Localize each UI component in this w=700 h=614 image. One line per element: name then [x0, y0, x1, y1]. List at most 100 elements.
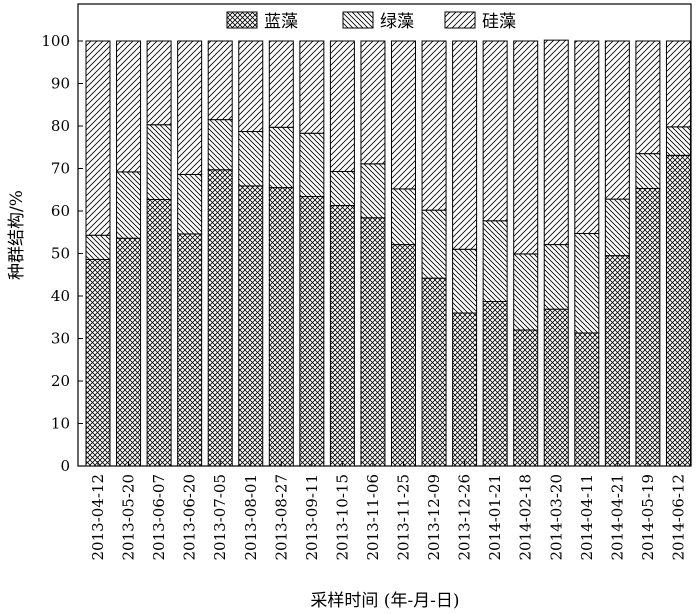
x-tick-label: 2013-12-09: [425, 474, 443, 560]
bar-segment: [513, 329, 539, 467]
bar-segment: [238, 185, 264, 467]
legend-swatch: [444, 11, 476, 29]
bar-segment: [207, 119, 233, 171]
bar-segment: [268, 126, 294, 189]
bar-segment: [421, 209, 447, 279]
bar-segment: [665, 40, 691, 128]
bar-segment: [452, 312, 478, 467]
bar-segment: [421, 40, 447, 211]
y-tick-label: 20: [51, 372, 70, 390]
bar-segment: [146, 199, 172, 467]
y-tick-label: 100: [41, 32, 70, 50]
bar-segment: [85, 234, 111, 260]
bar-segment: [85, 40, 111, 236]
bar-segment: [482, 40, 508, 222]
x-tick-label: 2013-08-01: [242, 474, 260, 560]
x-tick-label: 2014-04-21: [608, 474, 626, 560]
bar-segment: [543, 39, 569, 246]
bar-segment: [329, 204, 355, 467]
x-tick-label: 2013-11-25: [395, 474, 413, 560]
x-tick-label: 2014-01-21: [486, 474, 504, 560]
bar-segment: [177, 173, 203, 235]
bar-segment: [665, 126, 691, 156]
bar-segment: [360, 163, 386, 219]
x-tick-label: 2014-03-20: [547, 474, 565, 560]
bar-segment: [665, 154, 691, 467]
bar-segment: [360, 217, 386, 467]
bar-segment: [299, 40, 325, 134]
bar-segment: [116, 40, 142, 173]
bar-segment: [207, 169, 233, 467]
bar-segment: [635, 40, 661, 155]
bar-segment: [268, 40, 294, 128]
x-tick-label: 2013-04-12: [89, 474, 107, 560]
legend-swatch: [226, 11, 258, 29]
x-tick-label: 2013-05-20: [120, 474, 138, 560]
y-tick-label: 30: [51, 330, 70, 348]
bar-segment: [177, 40, 203, 175]
x-tick-label: 2013-09-11: [303, 474, 321, 560]
y-tick-label: 70: [51, 160, 70, 178]
y-tick-label: 60: [51, 202, 70, 220]
bar-segment: [116, 171, 142, 239]
y-tick-label: 80: [51, 117, 70, 135]
legend-label: 硅藻: [482, 12, 516, 32]
bar-segment: [574, 233, 600, 334]
bar-segment: [574, 40, 600, 235]
bar-segment: [268, 187, 294, 467]
y-tick-label: 90: [51, 75, 70, 93]
x-tick-label: 2013-12-26: [456, 474, 474, 560]
bar-segment: [116, 237, 142, 467]
x-tick-label: 2013-08-27: [272, 474, 290, 560]
y-axis-title: 种群结构/%: [7, 190, 27, 280]
bar-segment: [452, 40, 478, 250]
bar-segment: [207, 40, 233, 121]
bar-segment: [482, 220, 508, 303]
x-tick-label: 2014-02-18: [517, 474, 535, 560]
y-tick-label: 0: [60, 457, 70, 475]
y-axis: 0 10 20 30 40 50 60 70 80 90 100: [41, 32, 83, 475]
bar-segment: [574, 332, 600, 467]
x-tick-label: 2013-10-15: [333, 474, 351, 560]
bar-segment: [177, 233, 203, 467]
bar-segment: [299, 196, 325, 467]
bar-segment: [146, 124, 172, 201]
bar-segment: [604, 40, 630, 200]
x-tick-label: 2014-04-11: [578, 474, 596, 560]
bar-segment: [635, 153, 661, 189]
bar-segment: [421, 277, 447, 467]
bar-segment: [391, 40, 416, 190]
legend: 蓝藻 绿藻 硅藻: [226, 11, 516, 32]
bar-segment: [329, 40, 355, 172]
x-tick-label: 2013-07-05: [211, 474, 229, 560]
x-tick-label: 2013-11-06: [364, 474, 382, 560]
x-tick-label: 2013-06-20: [181, 474, 199, 560]
bar-segment: [482, 301, 508, 467]
bar-segment: [604, 198, 630, 257]
bar-segment: [543, 308, 569, 467]
x-axis: 2013-04-12 2013-05-20 2013-06-07 2013-06-20…: [89, 461, 687, 560]
legend-label: 蓝藻: [264, 12, 298, 32]
x-tick-label: 2013-06-07: [150, 474, 168, 560]
bar-segment: [513, 253, 539, 331]
bar-segment: [238, 131, 264, 187]
bar-segment: [238, 40, 264, 133]
bar-segment: [329, 170, 355, 206]
bar-segment: [513, 40, 539, 255]
bar-segment: [635, 187, 661, 467]
bar-segment: [85, 258, 111, 467]
x-tick-label: 2014-05-19: [639, 474, 657, 560]
y-tick-label: 50: [51, 245, 70, 263]
bar-segment: [391, 244, 416, 467]
x-tick-label: 2014-06-12: [669, 474, 687, 560]
bar-segment: [299, 132, 325, 198]
bar-segment: [543, 244, 569, 310]
bar-segment: [360, 40, 386, 165]
y-tick-label: 40: [51, 287, 70, 305]
bar-segment: [604, 255, 630, 467]
y-tick-label: 10: [51, 415, 70, 433]
bar-segment: [146, 40, 172, 126]
legend-swatch: [342, 11, 374, 29]
bar-segment: [452, 248, 478, 314]
